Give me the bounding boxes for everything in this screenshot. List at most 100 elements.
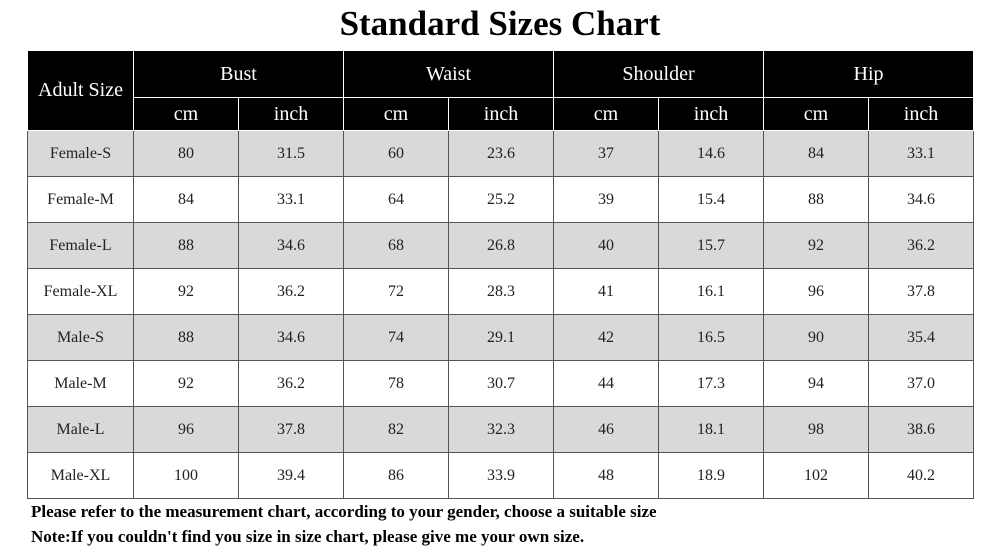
size-cell: 46	[553, 406, 659, 453]
size-cell: 36.2	[868, 222, 974, 269]
size-cell: 82	[343, 406, 449, 453]
note: Please refer to the measurement chart, a…	[31, 502, 657, 521]
size-cell: 44	[553, 360, 659, 407]
size-label: Female-XL	[27, 268, 134, 315]
size-cell: 23.6	[448, 130, 554, 177]
size-cell: 40.2	[868, 452, 974, 499]
size-cell: 78	[343, 360, 449, 407]
note: Note:If you couldn't find you size in si…	[31, 527, 585, 546]
size-label: Male-M	[27, 360, 134, 407]
unit-header: inch	[448, 97, 554, 131]
size-cell: 74	[343, 314, 449, 361]
size-cell: 33.1	[868, 130, 974, 177]
header-row: Adult Size Bust Waist Shoulder Hip	[27, 50, 974, 131]
size-cell: 88	[133, 222, 239, 269]
data-row: Female-L 88 34.6 68 26.8 40 15.7 92 36.2	[27, 222, 974, 269]
group-header: Bust	[133, 50, 344, 98]
unit-header: cm	[343, 97, 449, 131]
size-cell: 68	[343, 222, 449, 269]
size-label: Male-S	[27, 314, 134, 361]
size-cell: 37.8	[868, 268, 974, 315]
size-cell: 48	[553, 452, 659, 499]
size-cell: 36.2	[238, 268, 344, 315]
unit-header: inch	[868, 97, 974, 131]
size-cell: 26.8	[448, 222, 554, 269]
unit-header: inch	[238, 97, 344, 131]
size-label: Female-L	[27, 222, 134, 269]
size-cell: 28.3	[448, 268, 554, 315]
size-cell: 34.6	[238, 314, 344, 361]
size-label: Male-L	[27, 406, 134, 453]
size-cell: 14.6	[658, 130, 764, 177]
size-cell: 98	[763, 406, 869, 453]
size-cell: 72	[343, 268, 449, 315]
size-cell: 39.4	[238, 452, 344, 499]
size-cell: 29.1	[448, 314, 554, 361]
unit-header: cm	[133, 97, 239, 131]
size-cell: 38.6	[868, 406, 974, 453]
unit-header: cm	[763, 97, 869, 131]
size-cell: 40	[553, 222, 659, 269]
unit-header: inch	[658, 97, 764, 131]
size-cell: 80	[133, 130, 239, 177]
title: Standard Sizes Chart	[339, 4, 661, 43]
size-label: Female-M	[27, 176, 134, 223]
data-row: Male-XL 100 39.4 86 33.9 48 18.9 102 40.2	[27, 452, 974, 499]
size-cell: 94	[763, 360, 869, 407]
size-cell: 84	[763, 130, 869, 177]
size-cell: 16.5	[658, 314, 764, 361]
size-cell: 33.9	[448, 452, 554, 499]
data-row: Male-S 88 34.6 74 29.1 42 16.5 90 35.4	[27, 314, 974, 361]
size-cell: 102	[763, 452, 869, 499]
size-label: Male-XL	[27, 452, 134, 499]
size-cell: 17.3	[658, 360, 764, 407]
size-cell: 25.2	[448, 176, 554, 223]
size-cell: 37	[553, 130, 659, 177]
corner-header: Adult Size	[27, 50, 134, 131]
size-table: Adult Size Bust Waist Shoulder Hip cm inch cm in…	[27, 50, 974, 499]
size-cell: 16.1	[658, 268, 764, 315]
size-cell: 32.3	[448, 406, 554, 453]
group-header: Waist	[343, 50, 554, 98]
size-cell: 96	[763, 268, 869, 315]
size-cell: 15.7	[658, 222, 764, 269]
unit-header: cm	[553, 97, 659, 131]
size-cell: 39	[553, 176, 659, 223]
data-row: Male-M 92 36.2 78 30.7 44 17.3 94 37.0	[27, 360, 974, 407]
size-cell: 30.7	[448, 360, 554, 407]
size-cell: 15.4	[658, 176, 764, 223]
size-cell: 42	[553, 314, 659, 361]
size-cell: 37.0	[868, 360, 974, 407]
size-cell: 34.6	[868, 176, 974, 223]
data-row: Female-S 80 31.5 60 23.6 37 14.6 84 33.1	[27, 130, 974, 177]
size-cell: 64	[343, 176, 449, 223]
size-cell: 90	[763, 314, 869, 361]
size-cell: 18.9	[658, 452, 764, 499]
data-row: Female-XL 92 36.2 72 28.3 41 16.1 96 37.8	[27, 268, 974, 315]
size-cell: 60	[343, 130, 449, 177]
size-cell: 36.2	[238, 360, 344, 407]
size-label: Female-S	[27, 130, 134, 177]
size-cell: 18.1	[658, 406, 764, 453]
group-header: Shoulder	[553, 50, 764, 98]
size-cell: 84	[133, 176, 239, 223]
size-cell: 34.6	[238, 222, 344, 269]
size-cell: 41	[553, 268, 659, 315]
size-cell: 37.8	[238, 406, 344, 453]
size-cell: 88	[763, 176, 869, 223]
size-cell: 33.1	[238, 176, 344, 223]
size-cell: 96	[133, 406, 239, 453]
data-row: Male-L 96 37.8 82 32.3 46 18.1 98 38.6	[27, 406, 974, 453]
group-header: Hip	[763, 50, 974, 98]
size-cell: 88	[133, 314, 239, 361]
size-cell: 86	[343, 452, 449, 499]
size-cell: 92	[763, 222, 869, 269]
size-cell: 92	[133, 268, 239, 315]
size-cell: 92	[133, 360, 239, 407]
size-cell: 100	[133, 452, 239, 499]
data-row: Female-M 84 33.1 64 25.2 39 15.4 88 34.6	[27, 176, 974, 223]
size-cell: 31.5	[238, 130, 344, 177]
size-cell: 35.4	[868, 314, 974, 361]
unit-row: cm inch cm inch cm inch cm inch	[28, 97, 974, 131]
